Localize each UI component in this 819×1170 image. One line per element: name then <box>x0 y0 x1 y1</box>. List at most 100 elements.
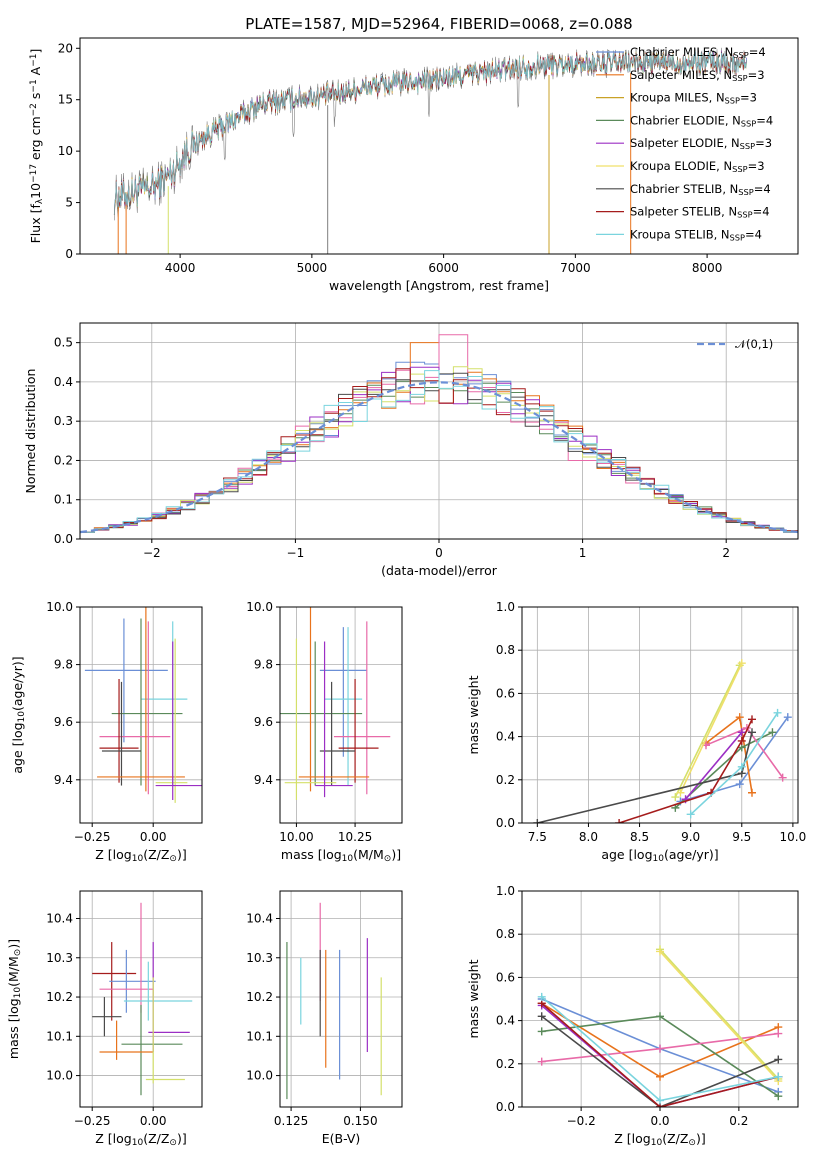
legend-entry: 𝒩(0,1) <box>735 337 773 351</box>
y-tick-label: 0.3 <box>54 414 73 428</box>
weight-line <box>618 718 753 823</box>
y-tick-label: 10 <box>58 144 73 158</box>
x-tick-label: 10.00 <box>279 830 313 844</box>
weight-marker <box>671 793 680 802</box>
weight-marker <box>537 1057 546 1066</box>
y-tick-label: 9.6 <box>254 715 273 729</box>
weight-marker <box>533 819 542 823</box>
x-tick-label: 8000 <box>692 261 723 275</box>
weight-line <box>684 731 743 800</box>
y-tick-label: 5 <box>65 196 73 210</box>
y-tick-label: 0.2 <box>54 453 73 467</box>
x-tick-label: −0.25 <box>74 1114 111 1128</box>
errorbar-point <box>155 641 202 800</box>
y-tick-label: 20 <box>58 41 73 55</box>
axes-frame <box>279 606 403 824</box>
y-tick-label: 9.6 <box>54 715 73 729</box>
plot-area <box>113 47 747 254</box>
x-tick-label: 10.0 <box>780 830 807 844</box>
x-tick-label: 10.25 <box>338 830 372 844</box>
weight-line <box>541 1015 779 1107</box>
y-axis-label: Flux [fλ​10−17​ erg cm−2​ s−1​ A−1​] <box>28 49 45 244</box>
y-tick-label: 0.4 <box>496 730 515 744</box>
weight-series <box>686 708 782 819</box>
axes-frame <box>79 890 203 1108</box>
errorbar-point <box>84 618 168 743</box>
gaussian-curve <box>80 381 798 534</box>
y-tick-label: 10.3 <box>246 951 273 965</box>
plot-area <box>80 334 798 534</box>
errorbar-point <box>111 618 183 786</box>
weight-marker <box>656 1096 664 1105</box>
plot-area <box>92 902 193 1096</box>
weight-series <box>656 947 783 1086</box>
x-tick-label: 0.00 <box>140 830 167 844</box>
errorbar-point <box>324 627 363 786</box>
weight-marker <box>778 773 787 782</box>
weight-marker <box>737 728 746 737</box>
y-tick-label: 10.0 <box>46 1069 73 1083</box>
weight-series <box>537 992 783 1105</box>
x-tick-label: 7000 <box>560 261 591 275</box>
x-tick-label: 8.5 <box>630 830 649 844</box>
x-tick-label: 8.0 <box>579 830 598 844</box>
x-axis-label: (data-model)/error <box>381 563 498 578</box>
weight-line <box>674 664 741 798</box>
weight-marker <box>737 736 746 745</box>
errorbar-point <box>338 679 379 783</box>
legend-entry: Salpeter ELODIE, NSSP​=3 <box>630 136 772 151</box>
weight-marker <box>537 1027 546 1036</box>
x-axis-label: age [log10​(age/yr)] <box>601 847 718 864</box>
weight-series <box>702 723 787 782</box>
y-tick-label: 0.4 <box>54 375 73 389</box>
errorbar-point <box>123 961 193 1021</box>
axes-frame <box>79 322 799 540</box>
errorbar-point <box>284 638 337 800</box>
y-tick-label: 0.5 <box>54 336 73 350</box>
axes-frame <box>521 890 799 1108</box>
weight-marker <box>774 1092 783 1101</box>
weight-series <box>656 945 783 1083</box>
x-tick-label: 9.0 <box>681 830 700 844</box>
y-tick-label: 10.4 <box>46 911 73 925</box>
x-tick-label: 0 <box>435 546 443 560</box>
weight-marker <box>774 1055 783 1064</box>
weight-marker <box>774 1029 783 1038</box>
errorbar-point <box>155 638 188 803</box>
x-axis-label: wavelength [Angstrom, rest frame] <box>329 278 549 293</box>
x-tick-label: −0.25 <box>74 830 111 844</box>
errorbar-point <box>121 1004 183 1096</box>
y-axis-label: mass [log10​(M/M⊙​)] <box>6 939 23 1059</box>
x-axis-label: E(B-V) <box>322 1131 361 1146</box>
axes-frame <box>79 606 203 824</box>
x-tick-label: 0.00 <box>140 1114 167 1128</box>
errorbar-point <box>99 621 171 795</box>
x-tick-label: 0.0 <box>650 1114 669 1128</box>
y-tick-label: 10.1 <box>46 1029 73 1043</box>
y-tick-label: 10.2 <box>46 990 73 1004</box>
model-spectrum-line <box>113 50 747 215</box>
panel-weight_vs_age: 7.5 8.0 8.5 9.0 9.5 10.0 0.0 0.2 0.4 0.6 0.8 1.0 age… <box>466 600 806 864</box>
y-tick-label: 10.1 <box>246 1029 273 1043</box>
y-tick-label: 15 <box>58 93 73 107</box>
weight-marker <box>768 728 777 737</box>
errorbar-point <box>99 902 154 1013</box>
y-tick-label: 9.8 <box>254 658 273 672</box>
weight-line <box>541 1002 779 1107</box>
errorbar-point <box>97 607 185 792</box>
legend-entry: Kroupa STELIB, NSSP​=4 <box>630 227 762 242</box>
x-tick-label: −2 <box>143 546 161 560</box>
y-tick-label: 9.4 <box>254 773 273 787</box>
weight-marker <box>656 1012 664 1021</box>
plot-area <box>537 945 783 1107</box>
weight-line <box>659 948 779 1080</box>
y-tick-label: 0.1 <box>54 493 73 507</box>
x-axis-label: Z [log10​(Z/Z⊙​)] <box>95 1131 186 1148</box>
y-tick-label: 0.6 <box>496 686 515 700</box>
weight-marker <box>537 1012 546 1021</box>
legend-entry: Chabrier MILES, NSSP​=4 <box>630 45 766 60</box>
legend: Chabrier MILES, NSSP​=4 Salpeter MILES, N… <box>596 45 773 242</box>
plot-area <box>84 607 202 803</box>
y-tick-label: 10.3 <box>46 951 73 965</box>
x-tick-label: 9.5 <box>732 830 751 844</box>
